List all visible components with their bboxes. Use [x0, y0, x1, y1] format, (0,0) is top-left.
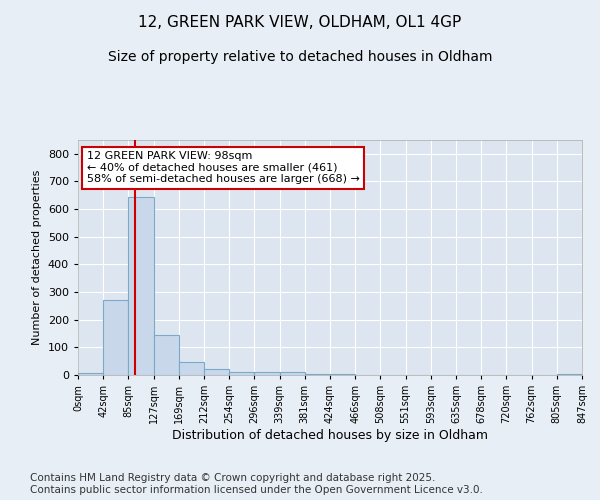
Y-axis label: Number of detached properties: Number of detached properties: [32, 170, 42, 345]
Bar: [229, 372, 254, 375]
Bar: [330, 374, 355, 375]
Bar: [128, 196, 154, 375]
Bar: [179, 362, 204, 375]
Text: 12 GREEN PARK VIEW: 98sqm
← 40% of detached houses are smaller (461)
58% of semi: 12 GREEN PARK VIEW: 98sqm ← 40% of detac…: [87, 151, 359, 184]
Bar: [154, 336, 179, 375]
Text: 12, GREEN PARK VIEW, OLDHAM, OL1 4GP: 12, GREEN PARK VIEW, OLDHAM, OL1 4GP: [139, 15, 461, 30]
Bar: [103, 300, 128, 375]
Bar: [78, 373, 103, 375]
Bar: [557, 374, 582, 375]
Bar: [204, 370, 229, 375]
X-axis label: Distribution of detached houses by size in Oldham: Distribution of detached houses by size …: [172, 429, 488, 442]
Bar: [280, 372, 305, 375]
Bar: [305, 374, 330, 375]
Text: Size of property relative to detached houses in Oldham: Size of property relative to detached ho…: [108, 50, 492, 64]
Bar: [254, 372, 280, 375]
Text: Contains HM Land Registry data © Crown copyright and database right 2025.
Contai: Contains HM Land Registry data © Crown c…: [30, 474, 483, 495]
